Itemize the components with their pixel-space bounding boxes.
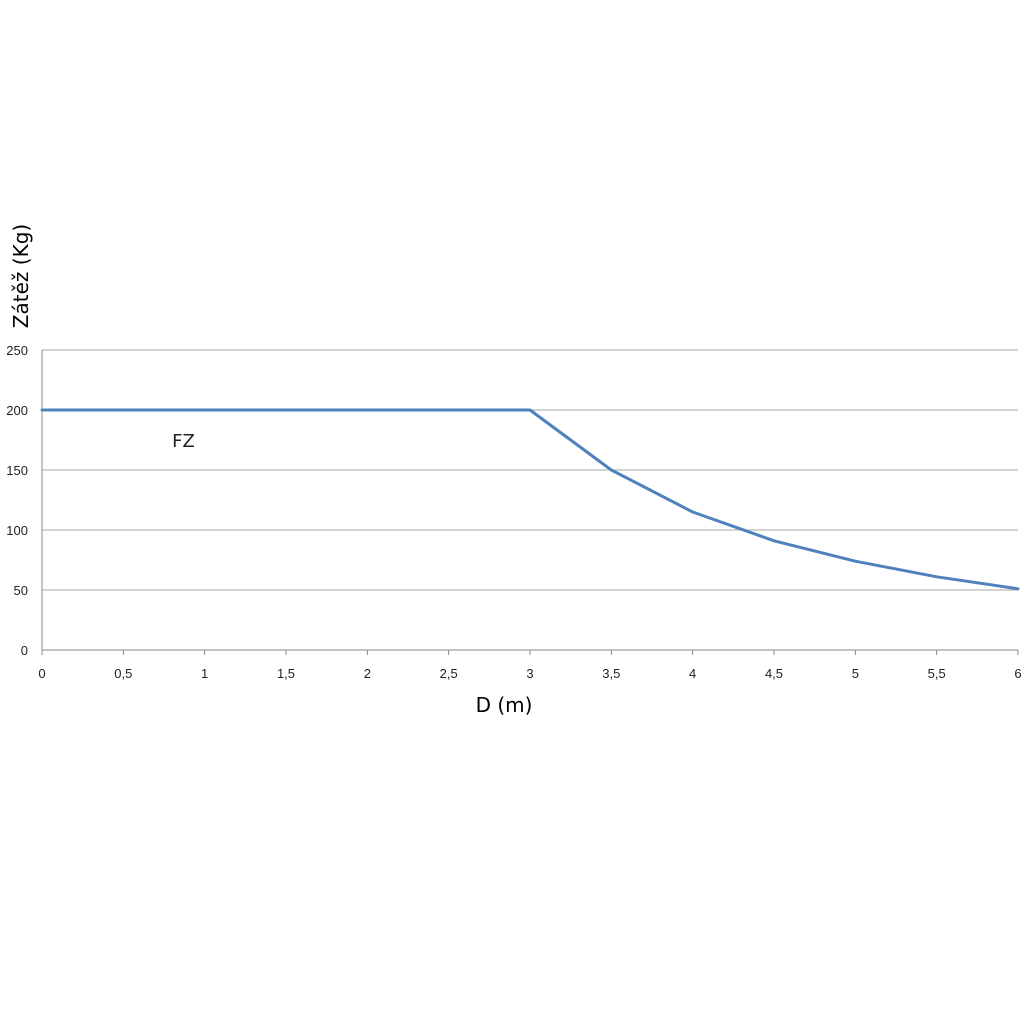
y-tick-label: 150 xyxy=(6,463,28,478)
y-tick-label: 100 xyxy=(6,523,28,538)
x-tick-label: 4 xyxy=(689,666,696,681)
x-tick-label: 0 xyxy=(38,666,45,681)
x-axis-title: D (m) xyxy=(476,693,533,717)
x-tick-label: 1 xyxy=(201,666,208,681)
y-tick-labels: 0 50 100 150 200 250 xyxy=(6,343,28,658)
grid-lines xyxy=(42,349,1018,591)
x-tick-label: 2,5 xyxy=(440,666,458,681)
y-tick-label: 0 xyxy=(21,643,28,658)
x-tick-label: 2 xyxy=(364,666,371,681)
axes xyxy=(41,350,1019,655)
x-tick-label: 6 xyxy=(1014,666,1021,681)
x-tick-label: 5,5 xyxy=(928,666,946,681)
x-tick-label: 1,5 xyxy=(277,666,295,681)
x-tick-labels: 0 0,5 1 1,5 2 2,5 3 3,5 4 4,5 5 5,5 6 xyxy=(38,666,1021,681)
x-tick-label: 3,5 xyxy=(602,666,620,681)
annotations: FZ xyxy=(172,431,195,452)
x-tick-label: 0,5 xyxy=(114,666,132,681)
series-label-annotation: FZ xyxy=(172,431,195,452)
x-tick-label: 3 xyxy=(526,666,533,681)
series-lines xyxy=(40,408,1020,591)
y-tick-label: 250 xyxy=(6,343,28,358)
x-tick-label: 5 xyxy=(852,666,859,681)
y-tick-label: 200 xyxy=(6,403,28,418)
y-axis-title: Zátěž (Kg) xyxy=(9,224,33,328)
y-tick-label: 50 xyxy=(14,583,28,598)
x-tick-label: 4,5 xyxy=(765,666,783,681)
